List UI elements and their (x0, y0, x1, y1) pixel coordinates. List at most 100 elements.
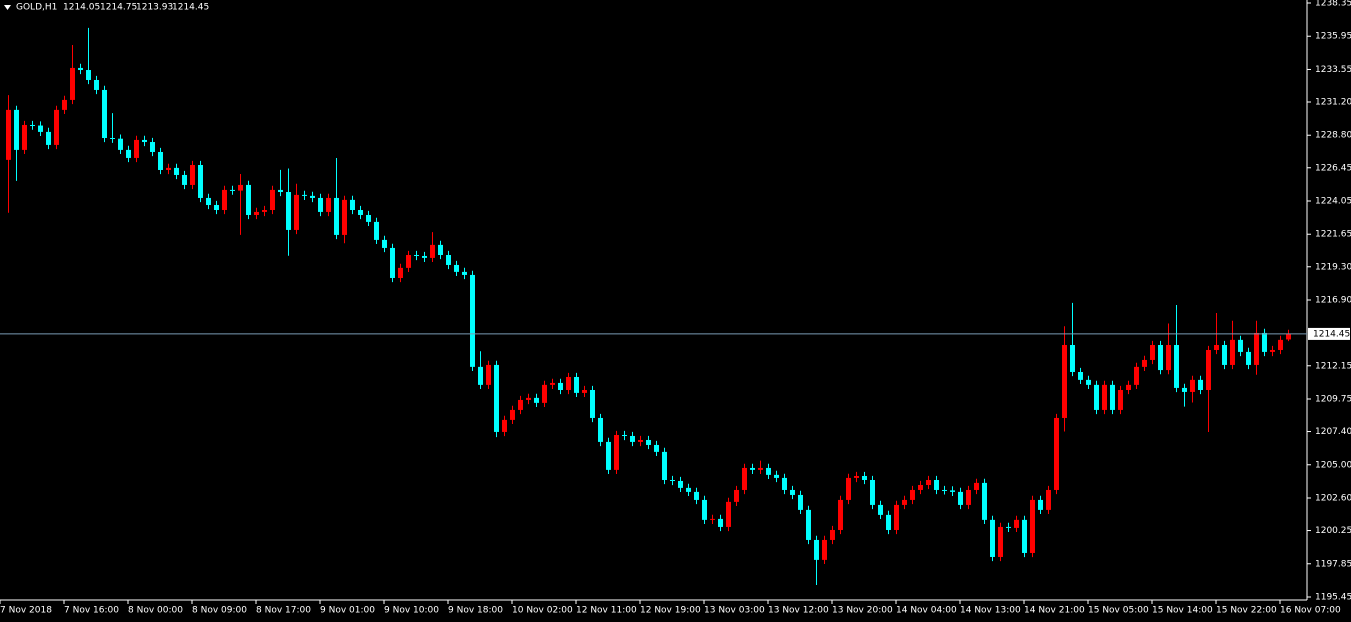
candle-body (222, 189, 227, 210)
y-tick-label: 1235.95 (1315, 32, 1351, 42)
candle-body (862, 475, 867, 480)
candle-body (1118, 390, 1123, 410)
candle-body (526, 397, 531, 400)
candle-body (358, 210, 363, 215)
x-tick-label: 9 Nov 10:00 (384, 606, 439, 616)
candle-body (806, 509, 811, 540)
candle-body (1054, 417, 1059, 490)
candle-body (318, 197, 323, 212)
candle-body (1198, 379, 1203, 390)
candle-body (286, 192, 291, 230)
candle-body (798, 494, 803, 510)
x-tick-label: 14 Nov 13:00 (960, 606, 1021, 616)
menu-arrow[interactable] (4, 5, 11, 10)
candle-body (774, 474, 779, 478)
candle-body (46, 131, 51, 145)
candle-body (86, 70, 91, 80)
candle-body (238, 184, 243, 191)
x-tick-label: 10 Nov 02:00 (512, 606, 573, 616)
header-high: 1214.75 (100, 3, 137, 13)
x-tick-label: 12 Nov 19:00 (640, 606, 701, 616)
candle-body (166, 167, 171, 170)
candle-body (14, 109, 19, 150)
candle-body (1230, 339, 1235, 365)
candle-body (1246, 351, 1251, 365)
candle-body (598, 417, 603, 442)
x-tick-label: 12 Nov 11:00 (576, 606, 637, 616)
candle-body (510, 409, 515, 420)
candle-body (894, 504, 899, 530)
candle-body (1270, 349, 1275, 352)
candle-body (662, 451, 667, 480)
header-open: 1214.05 (63, 3, 100, 13)
candle-body (846, 477, 851, 500)
candle-body (542, 384, 547, 403)
candle-body (142, 139, 147, 143)
candle-body (870, 480, 875, 505)
candle-body (638, 439, 643, 442)
candle-body (518, 399, 523, 410)
candle-body (1134, 366, 1139, 385)
candle-body (910, 489, 915, 500)
candle-body (118, 138, 123, 150)
y-tick-label: 1207.40 (1315, 427, 1351, 437)
candle-body (694, 491, 699, 500)
candle-body (606, 441, 611, 470)
candle-body (766, 467, 771, 475)
x-tick-label: 13 Nov 12:00 (768, 606, 829, 616)
y-tick-label: 1212.15 (1315, 361, 1351, 371)
y-tick-label: 1197.85 (1315, 559, 1351, 569)
candle-body (1070, 345, 1075, 372)
candle-body (1222, 345, 1227, 365)
candle-body (1030, 499, 1035, 553)
candle-body (486, 364, 491, 385)
candle-body (966, 489, 971, 505)
x-tick-label: 15 Nov 14:00 (1152, 606, 1213, 616)
candle-body (758, 467, 763, 470)
candle-body (1182, 387, 1187, 392)
candle-body (1174, 345, 1179, 388)
candle-body (990, 519, 995, 557)
candle-body (1038, 499, 1043, 510)
x-tick-label: 14 Nov 04:00 (896, 606, 957, 616)
y-tick-label: 1231.20 (1315, 98, 1351, 108)
candle-body (478, 366, 483, 385)
candle-body (462, 271, 467, 275)
candle-body (998, 526, 1003, 557)
x-tick-label: 8 Nov 00:00 (128, 606, 183, 616)
y-tick-label: 1200.25 (1315, 526, 1351, 536)
candle-body (1262, 332, 1267, 352)
candle-body (214, 205, 219, 210)
candle-body (150, 142, 155, 152)
candle-body (230, 189, 235, 191)
candle-body (742, 467, 747, 490)
candle-body (702, 499, 707, 520)
candle-body (1190, 379, 1195, 392)
candle-body (1086, 379, 1091, 385)
candle-body (430, 244, 435, 258)
candle-body (390, 247, 395, 278)
candle-body (790, 489, 795, 495)
candle-body (350, 199, 355, 210)
candle-body (1006, 526, 1011, 528)
candle-body (950, 490, 955, 492)
candle-body (726, 501, 731, 527)
y-tick-label: 1226.45 (1315, 163, 1351, 173)
candle-body (366, 214, 371, 222)
chart-title: GOLD,H1 (16, 3, 57, 13)
candle-body (814, 539, 819, 560)
candle-body (382, 239, 387, 248)
x-tick-label: 16 Nov 07:00 (1280, 606, 1341, 616)
candle-body (718, 518, 723, 527)
candle-body (494, 364, 499, 432)
candle-body (422, 255, 427, 258)
y-tick-label: 1216.90 (1315, 296, 1351, 306)
candle-body (454, 264, 459, 272)
candle-body (534, 397, 539, 403)
candle-body (854, 475, 859, 478)
price-label: 1214.45 (1313, 329, 1350, 339)
candle-body (302, 194, 307, 196)
candle-body (62, 99, 67, 110)
candle-body (1014, 519, 1019, 528)
candle-body (902, 499, 907, 505)
